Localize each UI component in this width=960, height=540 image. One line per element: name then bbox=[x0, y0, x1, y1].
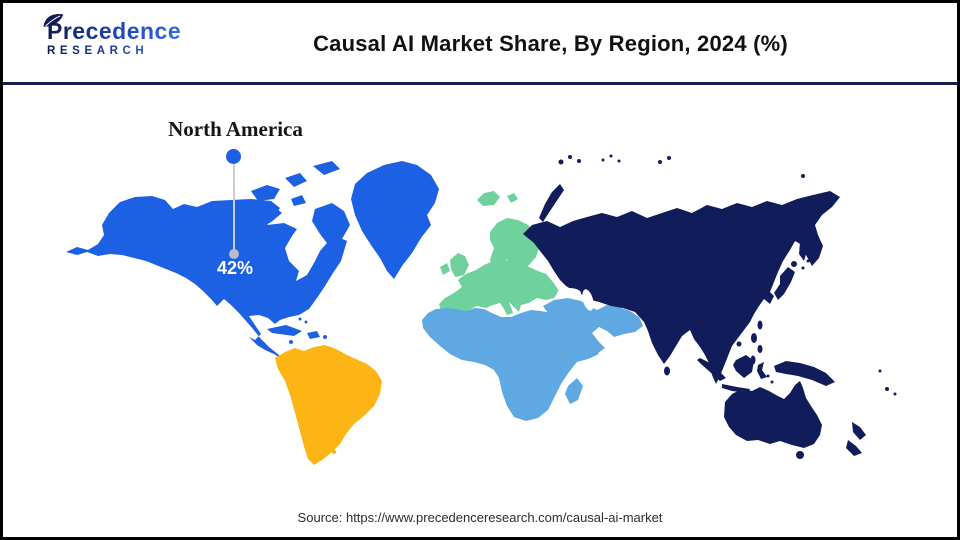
caspian-sea bbox=[582, 289, 594, 311]
pacific-islet bbox=[878, 369, 882, 373]
borneo bbox=[733, 355, 754, 378]
region-asia-pacific bbox=[523, 154, 897, 459]
region-europe bbox=[439, 191, 559, 315]
page-title: Causal AI Market Share, By Region, 2024 … bbox=[313, 31, 788, 56]
callout-leader-line bbox=[233, 164, 235, 251]
callout-anchor-dot bbox=[229, 249, 239, 259]
pacific-islet bbox=[885, 387, 889, 391]
sulawesi bbox=[757, 362, 767, 379]
pacific-islet bbox=[893, 392, 897, 396]
moluccas-islet bbox=[770, 380, 774, 384]
baffin-island bbox=[312, 203, 350, 247]
region-south-america bbox=[275, 345, 382, 465]
new-guinea bbox=[774, 361, 835, 386]
tasmania bbox=[796, 451, 804, 459]
falkland-islands bbox=[332, 450, 336, 454]
arctic-islet bbox=[658, 160, 662, 164]
caribbean-island bbox=[323, 335, 327, 339]
victoria-island bbox=[255, 205, 282, 223]
philippines bbox=[757, 345, 763, 353]
header-divider bbox=[3, 82, 957, 85]
australia bbox=[724, 381, 822, 448]
precedence-research-logo: Precedence RESEARCH bbox=[43, 14, 182, 57]
logo-wordmark: Precedence bbox=[47, 18, 182, 44]
ireland bbox=[440, 263, 450, 275]
japan bbox=[774, 267, 795, 300]
kuril-islet bbox=[801, 266, 805, 270]
moluccas-islet bbox=[766, 374, 770, 378]
logo-subtitle: RESEARCH bbox=[47, 45, 181, 57]
new-zealand-north bbox=[852, 422, 866, 440]
taiwan bbox=[757, 320, 763, 330]
arctic-island bbox=[251, 185, 280, 201]
hispaniola bbox=[307, 331, 320, 339]
arctic-island bbox=[291, 195, 306, 206]
europe-mainland bbox=[439, 255, 559, 315]
middle-east bbox=[543, 298, 643, 360]
caribbean-island bbox=[298, 317, 302, 321]
arctic-island bbox=[313, 161, 340, 175]
south-america-mainland bbox=[275, 345, 382, 465]
callout-share-value: 42% bbox=[216, 258, 254, 278]
sakhalin bbox=[799, 235, 809, 261]
callout-region-label: North America bbox=[168, 117, 303, 141]
arctic-islet bbox=[568, 155, 572, 159]
sumatra bbox=[697, 358, 726, 381]
asia-mainland bbox=[523, 191, 840, 384]
iceland bbox=[477, 191, 500, 206]
leaf-icon bbox=[41, 11, 64, 37]
kuril-islet bbox=[806, 259, 810, 263]
arctic-island bbox=[285, 173, 307, 187]
madagascar bbox=[565, 378, 583, 404]
caribbean-island bbox=[304, 320, 308, 324]
novaya-zemlya bbox=[539, 184, 564, 222]
region-north-america bbox=[66, 161, 439, 363]
source-text: Source: https://www.precedenceresearch.c… bbox=[297, 510, 663, 525]
great-britain bbox=[450, 253, 469, 277]
arctic-islet bbox=[667, 156, 671, 160]
arctic-islet bbox=[617, 159, 621, 163]
philippines bbox=[751, 333, 757, 343]
sri-lanka bbox=[664, 366, 670, 376]
arctic-islet bbox=[609, 154, 613, 158]
arctic-islet bbox=[577, 159, 581, 163]
region-middle-east-africa bbox=[422, 298, 643, 421]
arctic-islet bbox=[801, 174, 805, 178]
arctic-islet bbox=[601, 158, 605, 162]
north-america-mainland bbox=[66, 196, 347, 363]
svalbard bbox=[507, 193, 518, 203]
hokkaido bbox=[791, 261, 797, 267]
caribbean-island bbox=[289, 340, 293, 344]
cuba bbox=[267, 325, 302, 336]
hainan bbox=[736, 341, 742, 347]
world-map bbox=[66, 154, 897, 465]
black-sea bbox=[557, 288, 581, 298]
arctic-islet bbox=[558, 159, 564, 165]
new-zealand-south bbox=[846, 440, 862, 456]
callout-marker-dot bbox=[226, 149, 241, 164]
header: Precedence RESEARCH Causal AI Market Sha… bbox=[3, 3, 957, 82]
greenland bbox=[351, 161, 439, 279]
africa bbox=[422, 308, 599, 421]
